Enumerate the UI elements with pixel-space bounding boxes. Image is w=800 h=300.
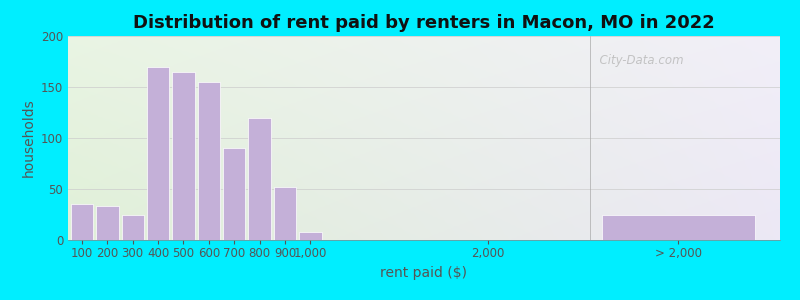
Bar xyxy=(249,118,271,240)
Bar xyxy=(198,82,220,240)
Bar xyxy=(223,148,246,240)
Bar xyxy=(172,72,194,240)
Bar xyxy=(299,232,322,240)
Y-axis label: households: households xyxy=(22,99,35,177)
Bar xyxy=(602,214,754,240)
Bar xyxy=(70,204,93,240)
Title: Distribution of rent paid by renters in Macon, MO in 2022: Distribution of rent paid by renters in … xyxy=(133,14,715,32)
Bar xyxy=(96,206,118,240)
Bar xyxy=(122,214,144,240)
Bar xyxy=(147,67,170,240)
Bar xyxy=(274,187,296,240)
Text: City-Data.com: City-Data.com xyxy=(592,54,683,67)
X-axis label: rent paid ($): rent paid ($) xyxy=(381,266,467,280)
